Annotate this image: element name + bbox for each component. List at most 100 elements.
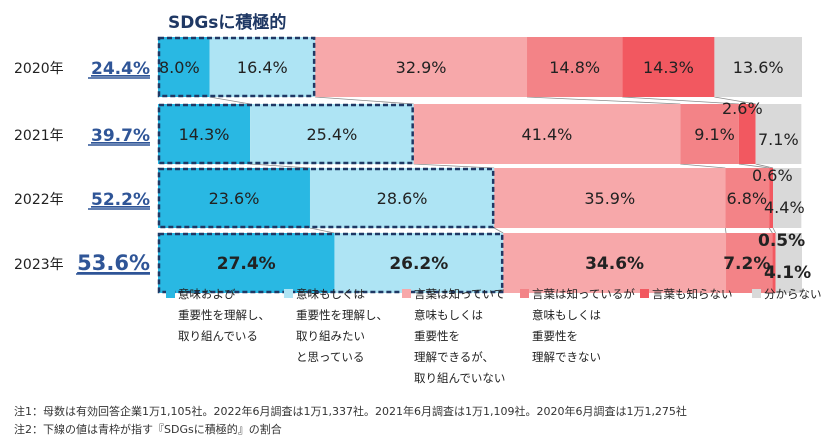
category-label: 2021年 [14,128,64,144]
connector-line [714,96,756,105]
highlight-box [157,103,414,165]
bar-segment [714,37,802,97]
bar-segment [309,168,495,228]
connector-line [622,96,739,105]
note-2: 注2：下線の値は青枠が指す『SDGsに積極的』の割合 [14,423,282,436]
data-label: 0.5% [758,231,805,251]
bar-segment [209,37,316,97]
highlight-box [157,36,316,98]
category-label: 2020年 [14,61,64,77]
legend-label: 重要性を理解し、 [296,308,388,322]
chart-title: SDGsに積極的 [168,12,286,33]
data-label: 4.1% [764,263,811,283]
connector-line [209,96,251,105]
connector-line [315,96,414,105]
connector-line [755,163,774,169]
bar-segment [334,233,504,293]
connector-line [772,227,776,234]
category-label: 2023年 [14,257,64,273]
bar-segment [725,168,770,228]
highlight-value: 24.4% [91,59,150,79]
bar-segment [494,168,726,228]
bar-segment [250,104,414,164]
highlight-value: 39.7% [91,126,150,146]
legend-label: 理解できない [532,350,601,364]
legend-label: 言葉も知らない [652,287,733,301]
data-label: 27.4% [217,254,276,274]
legend-label: 分からない [764,287,822,301]
data-label: 41.4% [522,125,573,144]
data-label: 13.6% [733,58,784,77]
connector-line [309,227,335,234]
data-label: 14.3% [179,125,230,144]
data-label: 14.3% [643,58,694,77]
data-label: 2.6% [722,99,763,118]
bar-segment [622,37,715,97]
connector-line [738,163,770,169]
data-label: 23.6% [209,189,260,208]
connector-line [768,227,773,234]
legend-label: 意味もしくは [296,287,365,301]
data-label: 0.6% [752,166,793,185]
data-label: 4.4% [764,198,805,217]
note-1: 注1：母数は有効回答企業1万1,105社。2022年6月調査は1万1,337社。… [14,405,687,418]
data-label: 14.8% [549,58,600,77]
legend-label: 取り組んでいない [414,371,505,385]
bar-segment [755,104,802,164]
bar-segment [773,168,802,228]
bar-segment [158,233,335,293]
legend-swatch [166,289,175,298]
connector-line [724,227,727,234]
data-label: 25.4% [306,125,357,144]
legend-label: 重要性を [414,329,460,343]
data-label: 9.1% [694,125,735,144]
bar-segment [158,168,310,228]
legend-label: 意味もしくは [532,308,601,322]
bar-segment [726,233,773,293]
data-label: 6.8% [726,189,767,208]
highlight-value: 53.6% [77,251,150,275]
legend-label: 重要性を [532,329,578,343]
bar-segment [315,37,528,97]
bar-segment [158,104,251,164]
legend-label: 意味もしくは [414,308,483,322]
connector-line [413,163,495,169]
legend-label: 取り組みたい [296,329,365,343]
legend-label: 意味および [178,287,236,301]
legend-swatch [284,289,293,298]
legend-label: と思っている [296,350,364,364]
data-label: 16.4% [237,58,288,77]
legend-label: 理解できるが、 [414,350,494,364]
connector-line [680,163,726,169]
data-label: 35.9% [584,189,635,208]
category-label: 2022年 [14,192,64,208]
legend-swatch [752,289,761,298]
data-label: 8.0% [159,58,200,77]
bar-segment [413,104,681,164]
bar-segment [738,104,756,164]
bar-segment [775,233,802,293]
data-label: 7.1% [758,130,799,149]
bar-segment [680,104,739,164]
legend-swatch [640,289,649,298]
connector-line [493,227,504,234]
data-label: 26.2% [389,254,448,274]
data-label: 28.6% [377,189,428,208]
legend-label: 言葉は知っていて [414,287,505,301]
highlight-value: 52.2% [91,190,150,210]
bar-segment [769,168,774,228]
bar-segment [527,37,623,97]
legend-label: 言葉は知っているが [532,287,635,301]
highlight-box [157,167,495,229]
data-label: 32.9% [396,58,447,77]
legend-label: 取り組んでいる [178,329,258,343]
legend-label: 重要性を理解し、 [178,308,270,322]
connector-line [250,163,311,169]
bar-segment [158,37,210,97]
legend-swatch [520,289,529,298]
data-label: 34.6% [585,254,644,274]
bar-segment [503,233,727,293]
connector-line [526,96,681,105]
legend-swatch [402,289,411,298]
